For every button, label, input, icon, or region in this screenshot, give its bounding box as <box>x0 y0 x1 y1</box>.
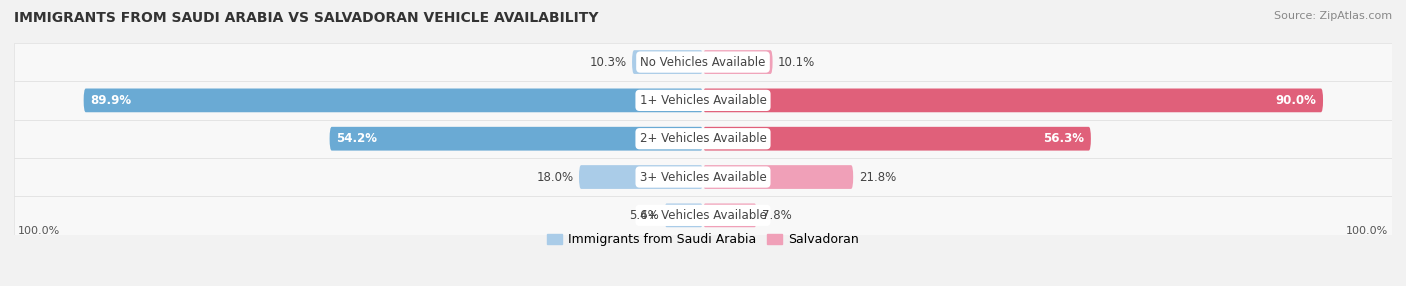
FancyBboxPatch shape <box>703 88 1323 112</box>
FancyBboxPatch shape <box>633 50 703 74</box>
FancyBboxPatch shape <box>14 120 1392 158</box>
Text: 3+ Vehicles Available: 3+ Vehicles Available <box>640 170 766 184</box>
Text: 21.8%: 21.8% <box>859 170 896 184</box>
Text: 10.3%: 10.3% <box>589 55 627 69</box>
Text: 100.0%: 100.0% <box>17 227 59 237</box>
FancyBboxPatch shape <box>579 165 703 189</box>
FancyBboxPatch shape <box>665 203 703 227</box>
Text: 100.0%: 100.0% <box>1347 227 1389 237</box>
Text: 56.3%: 56.3% <box>1043 132 1084 145</box>
Text: 7.8%: 7.8% <box>762 209 792 222</box>
Text: 18.0%: 18.0% <box>536 170 574 184</box>
Text: 2+ Vehicles Available: 2+ Vehicles Available <box>640 132 766 145</box>
FancyBboxPatch shape <box>703 127 1091 151</box>
Text: 54.2%: 54.2% <box>336 132 377 145</box>
FancyBboxPatch shape <box>83 88 703 112</box>
Text: Source: ZipAtlas.com: Source: ZipAtlas.com <box>1274 11 1392 21</box>
Text: 1+ Vehicles Available: 1+ Vehicles Available <box>640 94 766 107</box>
Text: 90.0%: 90.0% <box>1275 94 1316 107</box>
FancyBboxPatch shape <box>329 127 703 151</box>
Legend: Immigrants from Saudi Arabia, Salvadoran: Immigrants from Saudi Arabia, Salvadoran <box>543 228 863 251</box>
Text: 10.1%: 10.1% <box>778 55 815 69</box>
FancyBboxPatch shape <box>703 50 772 74</box>
FancyBboxPatch shape <box>14 196 1392 235</box>
FancyBboxPatch shape <box>703 165 853 189</box>
Text: IMMIGRANTS FROM SAUDI ARABIA VS SALVADORAN VEHICLE AVAILABILITY: IMMIGRANTS FROM SAUDI ARABIA VS SALVADOR… <box>14 11 599 25</box>
FancyBboxPatch shape <box>14 81 1392 120</box>
Text: No Vehicles Available: No Vehicles Available <box>640 55 766 69</box>
Text: 4+ Vehicles Available: 4+ Vehicles Available <box>640 209 766 222</box>
Text: 5.6%: 5.6% <box>628 209 659 222</box>
FancyBboxPatch shape <box>14 158 1392 196</box>
FancyBboxPatch shape <box>703 203 756 227</box>
FancyBboxPatch shape <box>14 43 1392 81</box>
Text: 89.9%: 89.9% <box>90 94 132 107</box>
